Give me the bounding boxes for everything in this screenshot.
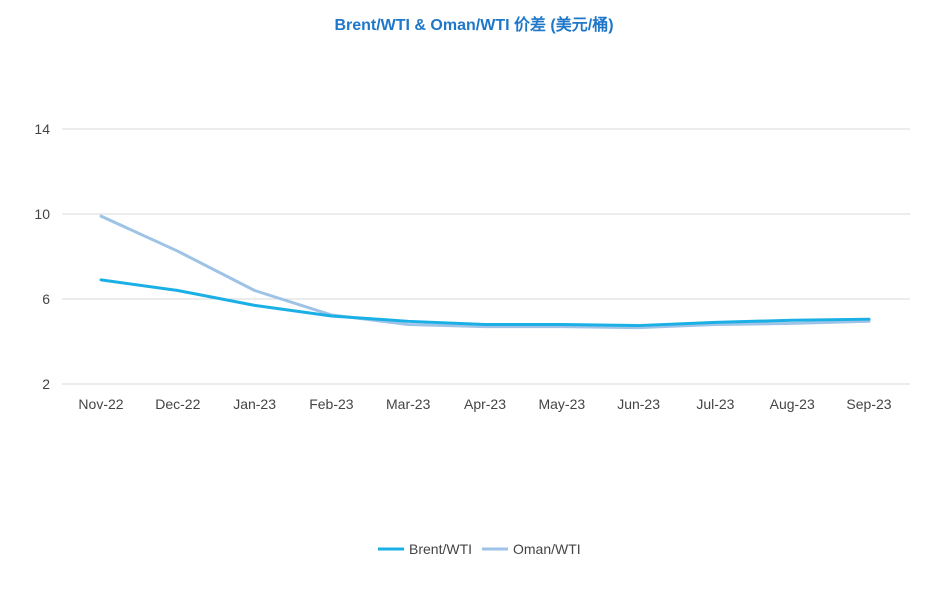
x-tick-label: Aug-23 bbox=[770, 396, 815, 412]
y-axis-ticks: 2 6 10 14 bbox=[34, 121, 50, 392]
series-lines bbox=[99, 214, 871, 330]
x-tick-label: Mar-23 bbox=[386, 396, 431, 412]
chart-title: Brent/WTI & Oman/WTI 价差 (美元/桶) bbox=[334, 15, 613, 34]
x-tick-label: Feb-23 bbox=[309, 396, 354, 412]
x-tick-label: Jul-23 bbox=[696, 396, 734, 412]
x-axis-ticks: Nov-22 Dec-22 Jan-23 Feb-23 Mar-23 Apr-23 May-… bbox=[78, 396, 891, 412]
legend-label: Brent/WTI bbox=[409, 541, 472, 557]
x-tick-label: Sep-23 bbox=[846, 396, 891, 412]
x-tick-label: Jun-23 bbox=[617, 396, 660, 412]
x-tick-label: Dec-22 bbox=[155, 396, 200, 412]
legend-item: Brent/WTI bbox=[378, 541, 472, 557]
series-line-oman-wti bbox=[99, 214, 871, 330]
legend: Brent/WTI Oman/WTI bbox=[378, 541, 581, 557]
legend-item: Oman/WTI bbox=[482, 541, 581, 557]
y-tick-label: 10 bbox=[34, 206, 50, 222]
y-tick-label: 6 bbox=[42, 291, 50, 307]
gridlines bbox=[62, 128, 910, 385]
y-tick-label: 2 bbox=[42, 376, 50, 392]
x-tick-label: Nov-22 bbox=[78, 396, 123, 412]
x-tick-label: Apr-23 bbox=[464, 396, 506, 412]
series-line-brent-wti bbox=[99, 278, 871, 328]
x-tick-label: Jan-23 bbox=[233, 396, 276, 412]
x-tick-label: May-23 bbox=[538, 396, 585, 412]
y-tick-label: 14 bbox=[34, 121, 50, 137]
legend-label: Oman/WTI bbox=[513, 541, 581, 557]
